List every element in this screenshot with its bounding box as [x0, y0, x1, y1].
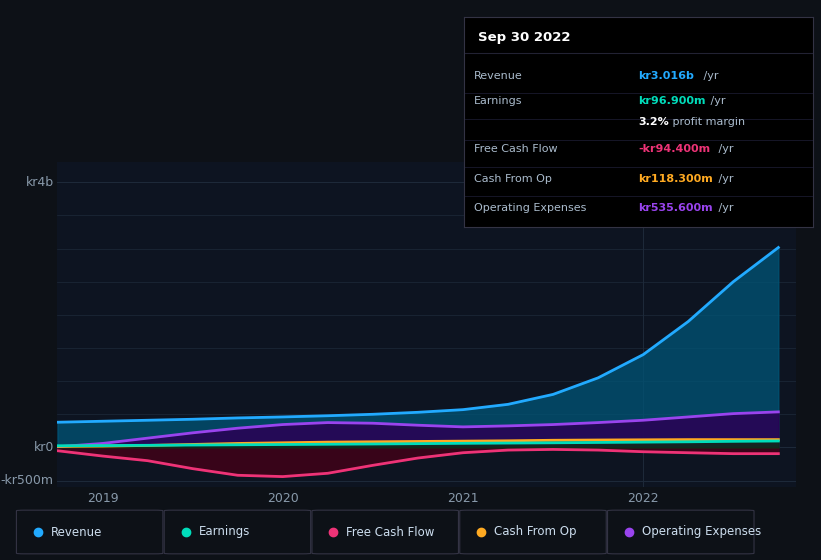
Text: /yr: /yr — [699, 71, 718, 81]
Text: Earnings: Earnings — [475, 96, 523, 106]
Text: kr118.300m: kr118.300m — [639, 174, 713, 184]
Text: kr535.600m: kr535.600m — [639, 203, 713, 213]
Text: -kr94.400m: -kr94.400m — [639, 144, 710, 154]
Text: kr96.900m: kr96.900m — [639, 96, 706, 106]
Text: Revenue: Revenue — [475, 71, 523, 81]
Text: /yr: /yr — [715, 144, 734, 154]
Text: Free Cash Flow: Free Cash Flow — [475, 144, 558, 154]
Text: profit margin: profit margin — [669, 117, 745, 127]
Text: -kr500m: -kr500m — [1, 474, 54, 487]
Text: Cash From Op: Cash From Op — [494, 525, 576, 539]
Text: /yr: /yr — [715, 174, 734, 184]
Text: kr0: kr0 — [34, 441, 54, 454]
Text: Sep 30 2022: Sep 30 2022 — [478, 31, 571, 44]
Text: Operating Expenses: Operating Expenses — [475, 203, 587, 213]
Text: Cash From Op: Cash From Op — [475, 174, 553, 184]
Text: Free Cash Flow: Free Cash Flow — [346, 525, 435, 539]
Text: kr3.016b: kr3.016b — [639, 71, 695, 81]
Text: Operating Expenses: Operating Expenses — [642, 525, 761, 539]
Text: /yr: /yr — [708, 96, 726, 106]
Text: Earnings: Earnings — [199, 525, 250, 539]
Text: /yr: /yr — [715, 203, 734, 213]
Text: 3.2%: 3.2% — [639, 117, 669, 127]
Text: Revenue: Revenue — [51, 525, 103, 539]
Text: kr4b: kr4b — [25, 176, 54, 189]
